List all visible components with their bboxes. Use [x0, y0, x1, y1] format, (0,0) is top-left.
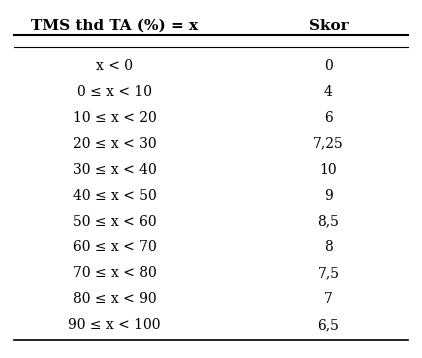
Text: 30 ≤ x < 40: 30 ≤ x < 40: [73, 163, 157, 176]
Text: TMS thd TA (%) = x: TMS thd TA (%) = x: [31, 19, 198, 33]
Text: 10 ≤ x < 20: 10 ≤ x < 20: [73, 111, 157, 125]
Text: 9: 9: [324, 189, 333, 203]
Text: 80 ≤ x < 90: 80 ≤ x < 90: [73, 292, 157, 306]
Text: x < 0: x < 0: [96, 59, 133, 73]
Text: 6,5: 6,5: [317, 318, 339, 332]
Text: 7: 7: [324, 292, 333, 306]
Text: 0 ≤ x < 10: 0 ≤ x < 10: [77, 85, 152, 99]
Text: 50 ≤ x < 60: 50 ≤ x < 60: [73, 214, 157, 228]
Text: 7,25: 7,25: [313, 137, 344, 151]
Text: 40 ≤ x < 50: 40 ≤ x < 50: [73, 189, 157, 203]
Text: 0: 0: [324, 59, 333, 73]
Text: 70 ≤ x < 80: 70 ≤ x < 80: [73, 266, 157, 280]
Text: 7,5: 7,5: [317, 266, 339, 280]
Text: Skor: Skor: [308, 19, 348, 33]
Text: 20 ≤ x < 30: 20 ≤ x < 30: [73, 137, 157, 151]
Text: 8,5: 8,5: [317, 214, 339, 228]
Text: 10: 10: [319, 163, 337, 176]
Text: 90 ≤ x < 100: 90 ≤ x < 100: [68, 318, 161, 332]
Text: 4: 4: [324, 85, 333, 99]
Text: 8: 8: [324, 241, 333, 255]
Text: 60 ≤ x < 70: 60 ≤ x < 70: [73, 241, 157, 255]
Text: 6: 6: [324, 111, 333, 125]
